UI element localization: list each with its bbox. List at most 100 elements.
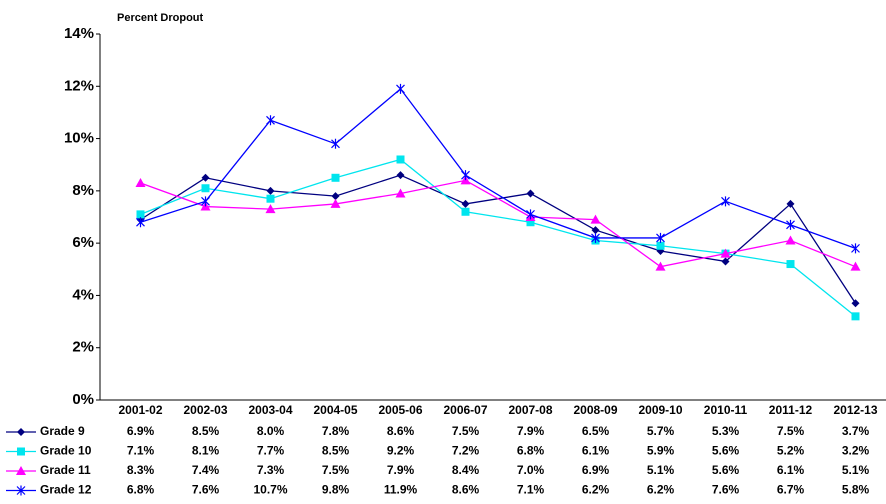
point [655, 261, 666, 271]
table-cell: 6.5% [582, 424, 610, 438]
chart-title: Percent Dropout [117, 12, 204, 24]
table-cell: 3.2% [842, 444, 870, 458]
point [201, 196, 210, 207]
table-cell: 8.0% [257, 424, 285, 438]
legend-marker [16, 485, 26, 496]
table-cell: 3.7% [842, 424, 870, 438]
point [721, 196, 730, 207]
table-cell: 6.8% [127, 483, 155, 497]
x-tick-label: 2012-13 [833, 403, 877, 417]
x-tick-label: 2009-10 [638, 403, 682, 417]
table-cell: 10.7% [253, 483, 287, 497]
table-cell: 7.6% [712, 483, 740, 497]
table-cell: 11.9% [384, 483, 418, 497]
point [331, 138, 340, 149]
table-cell: 7.4% [192, 463, 220, 477]
legend-marker [16, 466, 26, 475]
table-cell: 5.6% [712, 463, 740, 477]
table-cell: 5.3% [712, 424, 740, 438]
point [656, 232, 665, 243]
y-tick-label: 10% [64, 130, 94, 147]
point [201, 173, 210, 182]
table-cell: 8.6% [452, 483, 480, 497]
y-tick-label: 8% [72, 182, 94, 199]
series-line [140, 87, 856, 249]
table-cell: 7.9% [517, 424, 545, 438]
point [786, 219, 795, 230]
y-tick-label: 2% [72, 339, 94, 356]
table-cell: 7.3% [257, 463, 285, 477]
legend-marker [17, 447, 25, 456]
point [591, 226, 600, 235]
table-cell: 6.2% [647, 483, 675, 497]
series-line [140, 158, 856, 317]
point [265, 204, 276, 214]
point [720, 248, 731, 258]
point [590, 214, 601, 224]
y-tick-label: 4% [72, 286, 94, 303]
table-cell: 7.0% [517, 463, 545, 477]
table-cell: 7.2% [452, 444, 480, 458]
point [656, 241, 665, 250]
point [331, 192, 340, 201]
x-tick-label: 2008-09 [573, 403, 617, 417]
table-cell: 6.1% [582, 444, 610, 458]
table-cell: 6.9% [582, 463, 610, 477]
point [721, 257, 730, 266]
series-line [140, 179, 856, 268]
table-cell: 7.6% [192, 483, 220, 497]
x-tick-label: 2007-08 [508, 403, 552, 417]
point [526, 218, 535, 227]
table-cell: 7.9% [387, 463, 415, 477]
table-cell: 6.1% [777, 463, 805, 477]
table-cell: 5.7% [647, 424, 675, 438]
point [526, 209, 535, 220]
table-cell: 8.6% [387, 424, 415, 438]
legend-label: Grade 12 [40, 483, 92, 497]
point [461, 199, 470, 208]
point [851, 299, 860, 308]
table-cell: 7.7% [257, 444, 285, 458]
x-tick-label: 2002-03 [183, 403, 227, 417]
x-tick-label: 2010-11 [704, 403, 748, 417]
point [135, 178, 146, 188]
point [266, 115, 275, 126]
point [395, 188, 406, 198]
legend-label: Grade 11 [40, 463, 91, 477]
x-tick-label: 2006-07 [443, 403, 487, 417]
table-cell: 7.5% [452, 424, 480, 438]
table-cell: 6.7% [777, 483, 805, 497]
point [396, 155, 405, 164]
point [201, 184, 210, 193]
point [266, 194, 275, 203]
table-cell: 8.4% [452, 463, 480, 477]
table-cell: 7.1% [517, 483, 545, 497]
x-tick-label: 2001-02 [118, 403, 162, 417]
point [461, 170, 470, 181]
table-cell: 7.5% [777, 424, 805, 438]
point [851, 243, 860, 254]
point [396, 83, 405, 94]
x-tick-label: 2004-05 [313, 403, 357, 417]
point [850, 261, 861, 271]
x-tick-label: 2003-04 [248, 403, 292, 417]
point [136, 210, 145, 219]
point [330, 198, 341, 208]
point [396, 171, 405, 180]
table-cell: 5.9% [647, 444, 675, 458]
table-cell: 9.8% [322, 483, 350, 497]
legend-label: Grade 10 [40, 444, 92, 458]
point [591, 232, 600, 243]
x-tick-label: 2005-06 [378, 403, 422, 417]
table-cell: 8.1% [192, 444, 220, 458]
table-cell: 6.9% [127, 424, 155, 438]
table-cell: 6.2% [582, 483, 610, 497]
point [136, 217, 145, 228]
y-tick-label: 14% [64, 25, 94, 42]
table-cell: 6.8% [517, 444, 545, 458]
point [786, 260, 795, 269]
table-cell: 7.1% [127, 444, 155, 458]
table-cell: 7.5% [322, 463, 350, 477]
